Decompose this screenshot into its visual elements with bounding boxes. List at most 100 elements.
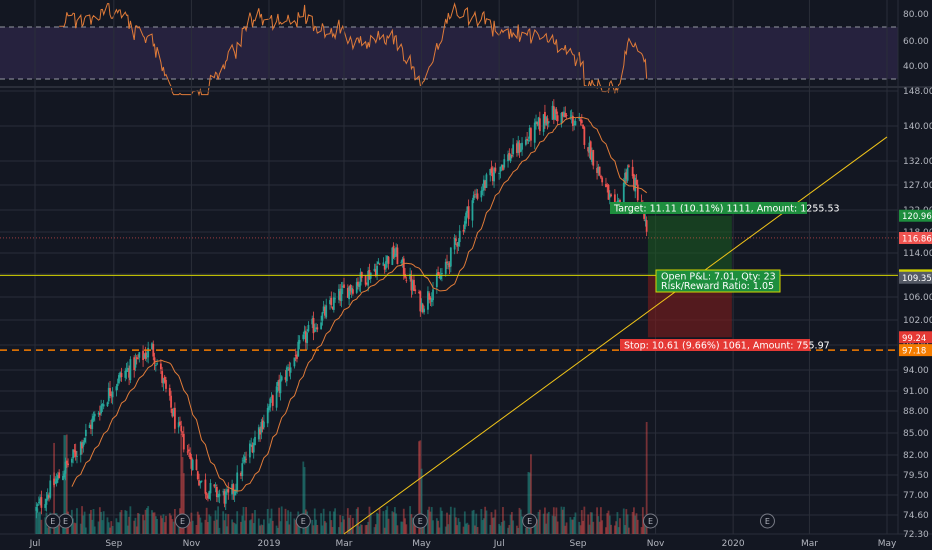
volume-bar bbox=[617, 527, 620, 534]
earnings-event-icon[interactable] bbox=[642, 513, 658, 529]
volume-bar bbox=[597, 516, 600, 534]
volume-bar bbox=[111, 525, 114, 534]
volume-bar bbox=[162, 514, 165, 534]
volume-bar bbox=[321, 525, 324, 534]
time-axis[interactable]: Jul Sep Nov 2019 Mar May Jul Sep Nov 2020 Mar May bbox=[29, 539, 897, 549]
volume-bar bbox=[199, 517, 202, 534]
volume-bar bbox=[313, 508, 316, 534]
price-tick-label: 148.00 bbox=[903, 87, 932, 97]
price-tick-label: 102.00 bbox=[903, 316, 932, 326]
volume-bar bbox=[294, 519, 297, 534]
candle-body bbox=[537, 117, 540, 126]
earnings-event-icon[interactable] bbox=[759, 513, 775, 529]
volume-bar bbox=[509, 514, 512, 534]
volume-bar bbox=[418, 441, 420, 534]
volume-bar bbox=[640, 527, 643, 534]
candle-body bbox=[55, 478, 58, 484]
volume-bar bbox=[458, 521, 461, 534]
candle-body bbox=[285, 367, 288, 382]
volume-bar bbox=[64, 435, 67, 534]
candle-body bbox=[159, 363, 162, 370]
volume-bar bbox=[565, 522, 568, 534]
price-label-text: 97.18 bbox=[902, 347, 926, 357]
price-label-text: 120.96 bbox=[902, 212, 932, 222]
candle-body bbox=[213, 484, 216, 487]
volume-bar bbox=[261, 525, 264, 534]
moving-average bbox=[71, 116, 648, 492]
earnings-event-label: E bbox=[418, 517, 423, 526]
earnings-event-icon[interactable] bbox=[45, 513, 61, 529]
earnings-event-icon[interactable] bbox=[295, 513, 311, 529]
pnl-annotation[interactable]: Open P&L: 7.01, Qty: 23 Risk/Reward Rati… bbox=[655, 269, 781, 293]
candle-body bbox=[200, 480, 203, 482]
time-tick-label: Nov bbox=[647, 539, 665, 549]
earnings-event-icon[interactable] bbox=[412, 513, 428, 529]
volume-bar bbox=[392, 512, 395, 534]
candle-body bbox=[270, 396, 273, 398]
candle-body bbox=[554, 109, 557, 120]
candle-body bbox=[449, 247, 452, 267]
candle-body bbox=[521, 142, 523, 150]
target-zone[interactable] bbox=[647, 215, 732, 276]
candle-body bbox=[110, 394, 113, 397]
volume-bar bbox=[236, 511, 239, 534]
stop-annotation-box bbox=[620, 339, 810, 351]
volume-bar bbox=[120, 510, 123, 534]
price-label-text: 109.35 bbox=[902, 274, 932, 284]
volume-bar bbox=[109, 527, 111, 534]
candles[interactable] bbox=[35, 99, 648, 519]
candle-body bbox=[208, 491, 211, 499]
volume-bar bbox=[81, 506, 83, 534]
candle-body bbox=[359, 272, 362, 286]
candle-body bbox=[341, 285, 344, 288]
candle-body bbox=[457, 241, 460, 247]
candle-body bbox=[634, 177, 637, 192]
volume-bar bbox=[569, 517, 572, 534]
earnings-markers[interactable]: E E E E E E EE bbox=[45, 513, 775, 529]
volume-bar bbox=[386, 506, 389, 534]
volume-bar bbox=[182, 473, 185, 534]
volume-bar bbox=[631, 512, 634, 534]
target-annotation[interactable]: Target: 11.11 (10.11%) 1111, Amount: 125… bbox=[610, 202, 840, 215]
volume-bar bbox=[587, 514, 590, 534]
candle-body bbox=[631, 166, 634, 177]
volume-bar bbox=[537, 511, 540, 534]
candle-body bbox=[45, 498, 48, 505]
earnings-event-icon[interactable] bbox=[522, 513, 538, 529]
candle-body bbox=[262, 421, 265, 428]
candle-body bbox=[437, 271, 440, 276]
candle-body bbox=[227, 489, 230, 493]
candle-body bbox=[413, 279, 415, 291]
volume-bar bbox=[168, 513, 171, 534]
candle-body bbox=[315, 327, 317, 329]
price-tick-label: 94.00 bbox=[903, 366, 929, 376]
candle-body bbox=[268, 406, 270, 411]
candle-body bbox=[204, 479, 207, 494]
volume-bar bbox=[453, 507, 456, 534]
rsi-panel[interactable]: 80.00 60.00 40.00 bbox=[0, 2, 929, 97]
volume-bar bbox=[279, 521, 282, 534]
candle-body bbox=[583, 127, 586, 145]
volume-bar bbox=[133, 520, 136, 534]
candle-body bbox=[386, 255, 389, 263]
candle-body bbox=[573, 124, 576, 125]
volume-bar bbox=[320, 513, 323, 534]
candle-body bbox=[88, 424, 91, 429]
candle-body bbox=[64, 461, 67, 474]
candle-body bbox=[133, 357, 136, 371]
stop-annotation[interactable]: Stop: 10.61 (9.66%) 1061, Amount: 755.97 bbox=[620, 339, 830, 352]
volume-bar bbox=[172, 521, 175, 534]
candle-body bbox=[144, 352, 147, 359]
volume-bar bbox=[499, 525, 502, 534]
candle-body bbox=[289, 367, 292, 373]
candle-body bbox=[280, 376, 283, 381]
earnings-event-icon[interactable] bbox=[175, 513, 191, 529]
candle-body bbox=[597, 167, 600, 173]
candle-body bbox=[635, 179, 638, 186]
candle-body bbox=[526, 138, 529, 141]
volume-bar bbox=[270, 508, 273, 534]
volume-bar bbox=[490, 512, 493, 534]
candle-body bbox=[91, 418, 94, 429]
volume-bar bbox=[485, 510, 488, 534]
